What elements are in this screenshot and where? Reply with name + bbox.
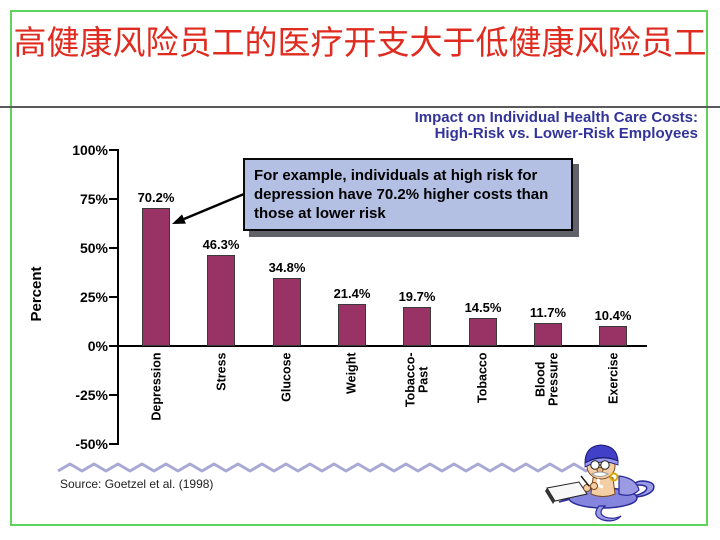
genie-cartoon-icon: [545, 444, 655, 522]
category-label-text: Tobacco- Past: [403, 352, 431, 408]
x-axis-line: [117, 345, 647, 347]
callout-box: For example, individuals at high risk fo…: [243, 158, 573, 231]
bar: [273, 277, 301, 346]
chart-title: Impact on Individual Health Care Costs: …: [415, 110, 698, 142]
title-separator: [0, 106, 720, 108]
bar-value-label: 70.2%: [137, 190, 175, 206]
category-label: Stress: [207, 353, 237, 448]
bar: [338, 304, 366, 346]
bar: [207, 255, 235, 346]
source-note: Source: Goetzel et al. (1998): [60, 477, 214, 491]
bar-value-label: 46.3%: [202, 237, 240, 253]
bar: [469, 317, 497, 346]
slide-border: [10, 10, 708, 526]
y-tick-label: -50%: [75, 436, 108, 452]
category-label-text: Glucose: [279, 352, 293, 402]
category-label-text: Weight: [344, 352, 358, 394]
category-label-text: Blood Pressure: [533, 352, 561, 407]
y-tick-mark: [109, 443, 117, 445]
y-tick-mark: [109, 394, 117, 396]
chart-title-line2: High-Risk vs. Lower-Risk Employees: [434, 125, 698, 142]
bar: [403, 307, 431, 346]
category-label: Blood Pressure: [533, 353, 563, 448]
bar-value-label: 10.4%: [594, 307, 632, 323]
y-tick-label: 0%: [87, 338, 108, 354]
y-tick-label: 100%: [72, 142, 108, 158]
bar-value-label: 21.4%: [333, 286, 371, 302]
slide-title: 高健康风险员工的医疗开支大于低健康风险员工: [13, 23, 707, 62]
y-tick-mark: [109, 296, 117, 298]
y-axis-title: Percent: [28, 266, 45, 322]
category-label-text: Stress: [214, 352, 228, 391]
bar-value-label: 34.8%: [268, 259, 306, 275]
bar: [534, 323, 562, 346]
y-tick-mark: [109, 247, 117, 249]
category-label: Weight: [337, 353, 367, 448]
bar-value-label: 11.7%: [529, 305, 567, 321]
category-label: Glucose: [272, 353, 302, 448]
y-tick-label: 50%: [79, 240, 108, 256]
y-tick-mark: [109, 345, 117, 347]
callout-text: For example, individuals at high risk fo…: [254, 167, 549, 222]
bar: [142, 208, 170, 346]
category-label-text: Tobacco: [475, 352, 489, 403]
y-tick-label: 75%: [79, 191, 108, 207]
bar-value-label: 19.7%: [398, 289, 436, 305]
category-label: Tobacco- Past: [403, 353, 433, 448]
category-label: Depression: [142, 353, 172, 448]
bar: [599, 325, 627, 346]
y-tick-mark: [109, 149, 117, 151]
y-axis-line: [117, 149, 119, 445]
category-label-text: Depression: [149, 352, 163, 421]
y-tick-mark: [109, 198, 117, 200]
chart-title-line1: Impact on Individual Health Care Costs:: [414, 109, 698, 126]
category-label: Exercise: [599, 353, 629, 448]
category-label: Tobacco: [468, 353, 498, 448]
y-tick-label: -25%: [75, 387, 108, 403]
bar-value-label: 14.5%: [464, 299, 502, 315]
y-tick-label: 25%: [79, 289, 108, 305]
category-label-text: Exercise: [606, 352, 620, 404]
